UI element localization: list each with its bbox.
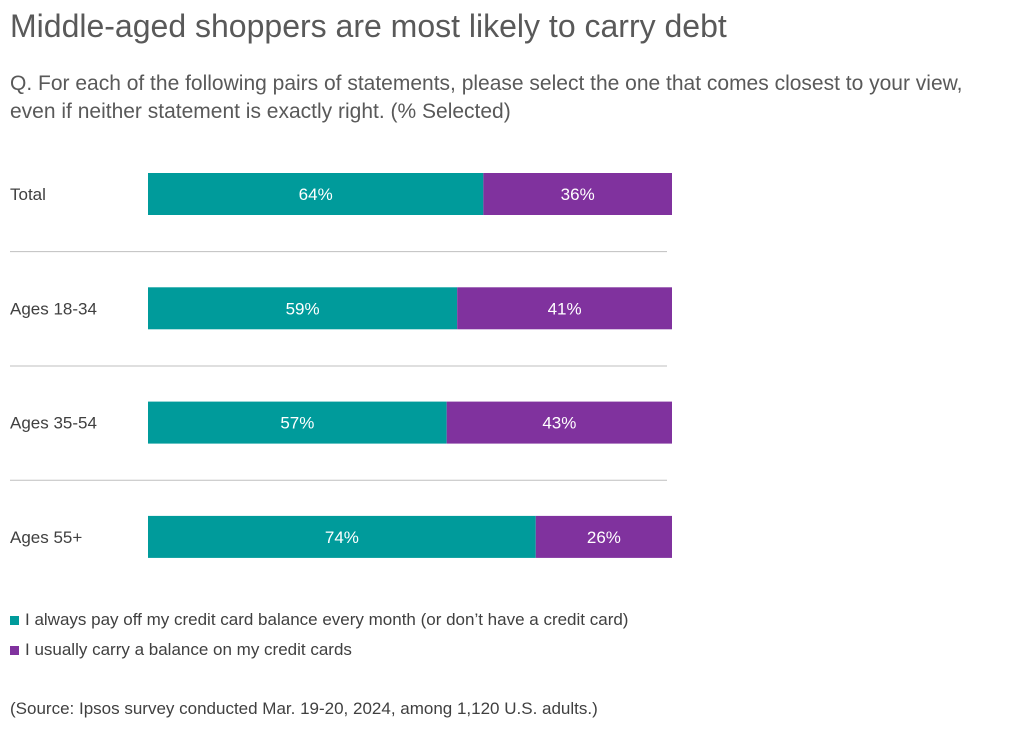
bar-ages-18-34-carry-balance xyxy=(457,287,672,330)
data-label-ages-18-34-pay-off: 59% xyxy=(286,299,320,318)
bar-ages-18-34-pay-off xyxy=(148,287,458,330)
bar-ages-55-pay-off xyxy=(148,515,536,558)
bar-ages-35-54-pay-off xyxy=(148,401,447,444)
data-label-ages-35-54-carry-balance: 43% xyxy=(542,414,576,433)
chart-title: Middle-aged shoppers are most likely to … xyxy=(10,8,727,44)
bar-total-pay-off xyxy=(148,173,484,215)
legend-item-pay-off: I always pay off my credit card balance … xyxy=(10,605,628,635)
bar-total-carry-balance xyxy=(483,173,672,215)
data-label-total-carry-balance: 36% xyxy=(561,185,595,204)
chart-subtitle: Q. For each of the following pairs of st… xyxy=(10,72,963,123)
legend-item-carry-balance: I usually carry a balance on my credit c… xyxy=(10,635,628,665)
data-label-ages-55-carry-balance: 26% xyxy=(587,528,621,547)
bar-ages-35-54-carry-balance xyxy=(446,401,672,444)
legend-label-carry-balance: I usually carry a balance on my credit c… xyxy=(25,640,352,659)
data-label-ages-55-pay-off: 74% xyxy=(325,528,359,547)
data-label-total-pay-off: 64% xyxy=(299,185,333,204)
legend-swatch-carry-balance xyxy=(10,645,19,655)
category-label-ages-18-34: Ages 18-34 xyxy=(10,299,97,318)
data-label-ages-35-54-pay-off: 57% xyxy=(280,414,314,433)
source-note: (Source: Ipsos survey conducted Mar. 19-… xyxy=(10,699,598,718)
bar-ages-55-carry-balance xyxy=(535,515,672,558)
chart-legend: I always pay off my credit card balance … xyxy=(10,605,628,665)
legend-swatch-pay-off xyxy=(10,615,19,625)
category-label-total: Total xyxy=(10,185,46,204)
stacked-bar-chart: Total 64% 36% Ages 18-34 59% 41% Ages 35-54 57%… xyxy=(10,173,672,558)
category-label-ages-55: Ages 55+ xyxy=(10,528,82,547)
legend-label-pay-off: I always pay off my credit card balance … xyxy=(25,610,629,629)
category-label-ages-35-54: Ages 35-54 xyxy=(10,414,97,433)
data-label-ages-18-34-carry-balance: 41% xyxy=(548,299,582,318)
